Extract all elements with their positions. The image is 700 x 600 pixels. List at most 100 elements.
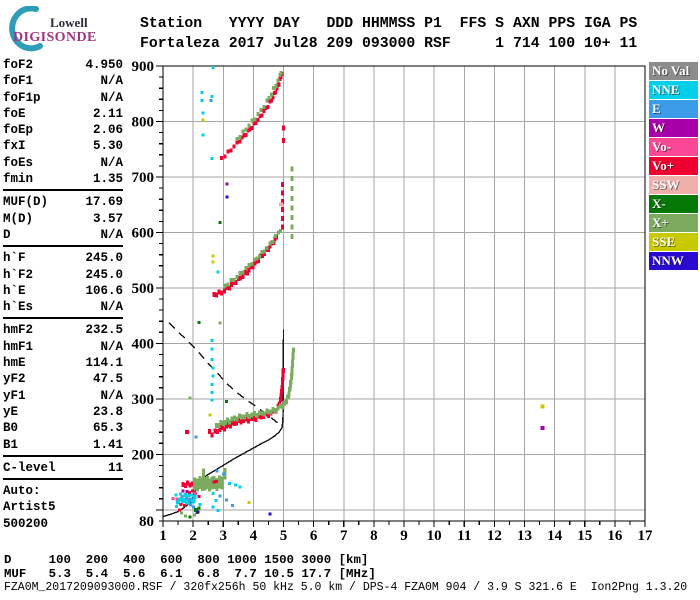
svg-text:3: 3: [220, 528, 228, 544]
param-label: foEp: [3, 123, 34, 138]
svg-text:900: 900: [132, 59, 155, 75]
svg-text:600: 600: [132, 225, 155, 241]
legend-item: X+: [649, 214, 698, 232]
param-label: h`F2: [3, 267, 34, 282]
param-value: N/A: [100, 300, 123, 315]
svg-text:800: 800: [132, 114, 155, 130]
legend-item: NNW: [649, 252, 698, 270]
param-row: B0 65.3: [3, 420, 123, 436]
param-value: 2.06: [92, 123, 123, 138]
param-label: B1: [3, 437, 19, 452]
param-value: N/A: [100, 90, 123, 105]
svg-text:14: 14: [547, 528, 563, 544]
legend-item: NNE: [649, 81, 698, 99]
digisonde-logo: Lowell DIGISONDE: [6, 6, 126, 52]
param-label: C-level: [3, 460, 56, 475]
svg-text:200: 200: [132, 447, 155, 463]
param-value: 3.57: [92, 211, 123, 226]
param-value: 1.35: [92, 172, 123, 187]
svg-text:700: 700: [132, 170, 155, 186]
param-row: foF1p N/A: [3, 90, 123, 106]
station-header-line2: Fortaleza 2017 Jul28 209 093000 RSF 1 71…: [140, 36, 638, 52]
param-label: B0: [3, 421, 19, 436]
param-value: N/A: [100, 227, 123, 242]
panel-footer-line: Auto:: [3, 484, 41, 499]
param-value: 232.5: [85, 323, 123, 338]
param-row: foF2 4.950: [3, 57, 123, 73]
param-row: yE 23.8: [3, 404, 123, 420]
param-label: fmin: [3, 172, 34, 187]
panel-divider: [3, 317, 123, 320]
param-label: hmF2: [3, 323, 34, 338]
panel-footer-line: 500200: [3, 516, 49, 531]
status-line: FZA0M_2017209093000.RSF / 320fx256h 50 k…: [4, 581, 688, 594]
svg-text:10: 10: [427, 528, 442, 544]
panel-divider: [3, 478, 123, 481]
param-value: 17.69: [85, 195, 123, 210]
legend-item: SSW: [649, 176, 698, 194]
svg-text:500: 500: [132, 281, 155, 297]
param-label: hmE: [3, 356, 26, 371]
param-row: h`Es N/A: [3, 299, 123, 315]
svg-text:7: 7: [340, 528, 348, 544]
param-value: 23.8: [92, 404, 123, 419]
svg-text:4: 4: [250, 528, 258, 544]
param-value: 245.0: [85, 251, 123, 266]
param-value: 2.11: [92, 106, 123, 121]
param-row: hmF2 232.5: [3, 322, 123, 338]
muf-row: MUF 5.3 5.4 5.6 6.1 6.8 7.7 10.5 17.7 [M…: [4, 566, 376, 581]
param-label: MUF(D): [3, 195, 49, 210]
param-label: D: [3, 227, 11, 242]
param-value: 5.30: [92, 139, 123, 154]
param-label: fxI: [3, 139, 26, 154]
param-label: foF2: [3, 58, 34, 72]
legend-item: Vo+: [649, 157, 698, 175]
legend-item: Vo-: [649, 138, 698, 156]
param-row: hmE 114.1: [3, 355, 123, 371]
param-row: foE 2.11: [3, 106, 123, 122]
param-row: yF2 47.5: [3, 371, 123, 387]
panel-divider: [3, 454, 123, 457]
param-value: N/A: [100, 155, 123, 170]
svg-text:17: 17: [638, 528, 654, 544]
svg-text:80: 80: [139, 514, 154, 530]
parameter-panel: foF2 4.950 foF1 N/A foF1p N/A foE 2.11 foEp 2.06 f…: [3, 57, 123, 532]
param-label: foEs: [3, 155, 34, 170]
param-value: 245.0: [85, 267, 123, 282]
param-value: N/A: [100, 339, 123, 354]
param-row: MUF(D) 17.69: [3, 194, 123, 210]
param-row: C-level 11: [3, 460, 123, 476]
svg-text:6: 6: [310, 528, 318, 544]
legend-item: E: [649, 100, 698, 118]
logo-arc-icon: [9, 6, 43, 52]
svg-text:12: 12: [487, 528, 502, 544]
svg-text:2: 2: [189, 528, 197, 544]
param-label: yF2: [3, 372, 26, 387]
legend-item: X-: [649, 195, 698, 213]
panel-footer-line: Artist5: [3, 500, 56, 515]
station-header: Station YYYY DAY DDD HHMMSS P1 FFS S AXN…: [140, 14, 637, 54]
param-row: foF1 N/A: [3, 73, 123, 89]
svg-text:11: 11: [457, 528, 471, 544]
param-label: h`E: [3, 283, 26, 298]
param-value: 1.41: [92, 437, 123, 452]
legend-item: No Val: [649, 62, 698, 80]
param-row: fxI 5.30: [3, 138, 123, 154]
svg-text:13: 13: [517, 528, 532, 544]
param-label: h`Es: [3, 300, 34, 315]
param-label: foF1p: [3, 90, 41, 105]
param-row: M(D) 3.57: [3, 211, 123, 227]
svg-text:9: 9: [400, 528, 408, 544]
svg-text:8: 8: [370, 528, 378, 544]
svg-text:300: 300: [132, 392, 155, 408]
param-label: h`F: [3, 251, 26, 266]
logo-arc-path: [9, 6, 43, 52]
dmuf-table: D 100 200 400 600 800 1000 1500 3000 [km…: [4, 553, 376, 581]
param-value: 11: [107, 460, 123, 475]
param-row: yF1 N/A: [3, 388, 123, 404]
param-value: 114.1: [85, 356, 123, 371]
param-value: 47.5: [92, 372, 123, 387]
echo-direction-legend: No Val NNE E W Vo- Vo+ SSW X- X+ SSE NNW: [649, 62, 698, 271]
